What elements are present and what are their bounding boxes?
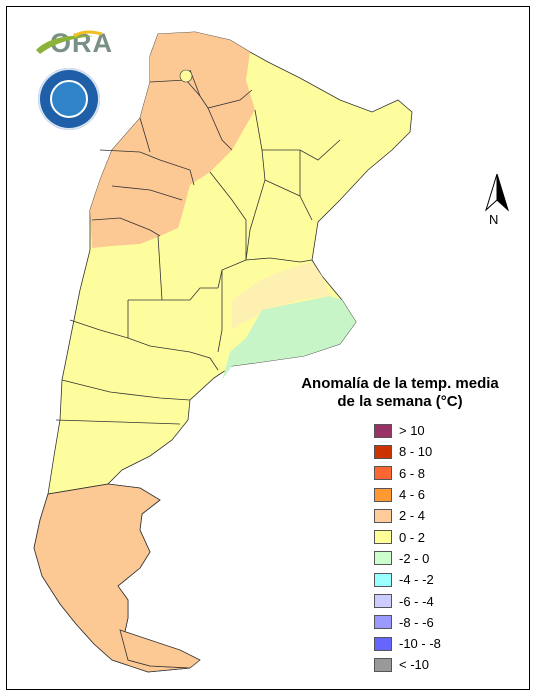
legend: > 10 8 - 10 6 - 8 4 - 6 2 - 4 0 - 2 -2 - 0 -4 -… [374,420,441,676]
legend-swatch [374,636,392,651]
legend-swatch [374,466,392,481]
legend-item: 2 - 4 [374,505,441,526]
legend-title-line2: de la semana (°C) [337,393,463,410]
legend-item: 4 - 6 [374,484,441,505]
legend-item: -4 - -2 [374,569,441,590]
ora-logo-swoosh [36,30,103,54]
north-arrow-icon [484,173,510,212]
legend-label: 4 - 6 [399,487,426,503]
legend-swatch [374,615,392,630]
legend-item: -10 - -8 [374,633,441,654]
legend-title-line1: Anomalía de la temp. media [301,375,499,392]
legend-swatch [374,530,392,545]
legend-swatch [374,423,392,438]
legend-swatch [374,594,392,609]
legend-item: -2 - 0 [374,548,441,569]
legend-item: -6 - -4 [374,590,441,611]
legend-item: < -10 [374,654,441,675]
legend-swatch [374,487,392,502]
legend-swatch [374,508,392,523]
province-borders [47,69,341,495]
legend-label: -4 - -2 [399,572,434,588]
north-label: N [489,212,499,227]
legend-swatch [374,572,392,587]
map-spot-north [179,69,193,83]
legend-item: 6 - 8 [374,463,441,484]
warm-zone-east [232,262,330,330]
legend-item: 0 - 2 [374,526,441,547]
legend-label: -8 - -6 [399,614,434,630]
legend-swatch [374,444,392,459]
legend-label: 8 - 10 [399,444,433,460]
legend-item: -8 - -6 [374,612,441,633]
legend-label: 6 - 8 [399,465,426,481]
smn-seal-icon [38,68,100,130]
legend-label: -10 - -8 [399,636,441,652]
seal-center-icon [50,80,88,118]
tierra-del-fuego-island [119,629,201,669]
warm-zone-northwest [90,32,255,248]
legend-label: -2 - 0 [399,550,430,566]
legend-label: < -10 [399,657,429,673]
legend-label: > 10 [399,423,425,439]
legend-swatch [374,551,392,566]
legend-label: 2 - 4 [399,508,426,524]
legend-title: Anomalía de la temp. media de la semana … [280,375,520,411]
legend-label: 0 - 2 [399,529,426,545]
legend-item: > 10 [374,420,441,441]
legend-swatch [374,657,392,672]
warm-zone-patagonia [33,483,191,673]
cool-zone-coast [222,296,356,380]
legend-label: -6 - -4 [399,593,434,609]
legend-item: 8 - 10 [374,441,441,462]
